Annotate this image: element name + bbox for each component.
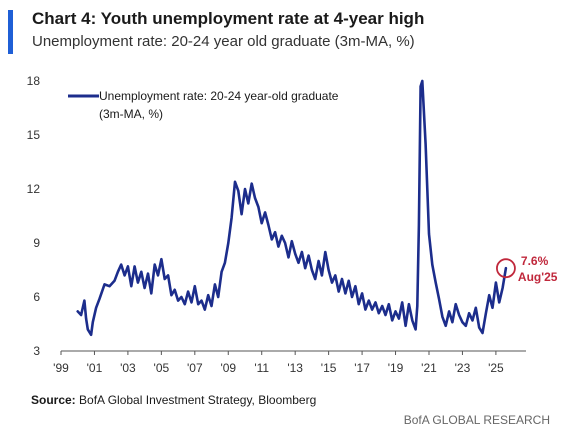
x-tick-label: '09 bbox=[220, 361, 236, 375]
y-tick-label: 12 bbox=[27, 182, 41, 196]
chart-subtitle: Unemployment rate: 20-24 year old gradua… bbox=[32, 33, 415, 50]
series-line bbox=[76, 79, 508, 337]
y-axis-ticks: 3 6 9 12 15 18 bbox=[27, 74, 41, 358]
source-text: BofA Global Investment Strategy, Bloombe… bbox=[75, 393, 317, 407]
y-tick-label: 18 bbox=[27, 74, 41, 88]
y-tick-label: 15 bbox=[27, 128, 41, 142]
chart-legend: Unemployment rate: 20-24 year-old gradua… bbox=[68, 89, 339, 121]
y-tick-label: 9 bbox=[33, 236, 40, 250]
x-tick-label: '05 bbox=[154, 361, 170, 375]
x-tick-label: '99 bbox=[53, 361, 69, 375]
annotation-date-label: Aug'25 bbox=[518, 270, 558, 284]
x-tick-label: '13 bbox=[287, 361, 303, 375]
legend-label: (3m-MA, %) bbox=[99, 107, 163, 121]
legend-label: Unemployment rate: 20-24 year-old gradua… bbox=[99, 89, 339, 103]
y-tick-label: 3 bbox=[33, 344, 40, 358]
x-tick-label: '23 bbox=[455, 361, 471, 375]
x-tick-label: '01 bbox=[87, 361, 103, 375]
line-chart: 3 6 9 12 15 18 '99 '01 '03 '05 '07 '09 '11 '13 '15 '17… bbox=[27, 74, 558, 375]
annotation-circle bbox=[496, 258, 516, 279]
source-label: Source: bbox=[31, 393, 76, 407]
y-tick-label: 6 bbox=[33, 290, 40, 304]
source-note: Source: BofA Global Investment Strategy,… bbox=[31, 393, 316, 407]
x-tick-label: '11 bbox=[254, 361, 269, 375]
x-tick-label: '25 bbox=[488, 361, 504, 375]
x-tick-label: '03 bbox=[120, 361, 136, 375]
x-tick-label: '19 bbox=[388, 361, 404, 375]
series-layer bbox=[76, 79, 508, 337]
annotation-layer: 7.6% Aug'25 bbox=[496, 254, 558, 284]
x-tick-label: '07 bbox=[187, 361, 203, 375]
x-tick-label: '15 bbox=[321, 361, 337, 375]
x-tick-label: '17 bbox=[354, 361, 370, 375]
x-axis: '99 '01 '03 '05 '07 '09 '11 '13 '15 '17 '19 '21 '23 '… bbox=[53, 350, 526, 375]
annotation-value-label: 7.6% bbox=[521, 254, 549, 268]
brand-footer: BofA GLOBAL RESEARCH bbox=[403, 413, 550, 427]
accent-bar bbox=[8, 10, 13, 54]
chart-title: Chart 4: Youth unemployment rate at 4-ye… bbox=[32, 9, 425, 28]
x-tick-label: '21 bbox=[421, 361, 437, 375]
